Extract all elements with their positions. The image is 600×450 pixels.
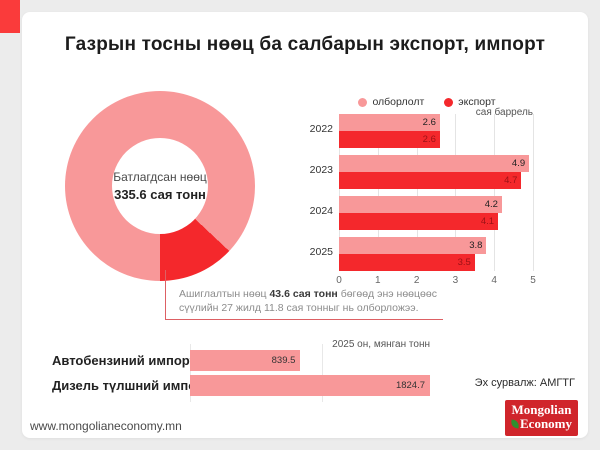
annotation-bold: 43.6 сая тонн (269, 288, 338, 300)
legend-item-export: экспорт (444, 96, 496, 108)
gridline (494, 114, 496, 271)
x-tick-label: 4 (491, 275, 497, 286)
logo-line1: Mongolian (511, 402, 572, 417)
bar-export-2024: 4.1 (339, 213, 499, 230)
import-value-label: 839.5 (271, 355, 296, 366)
category-label-2022: 2022 (309, 123, 333, 135)
legend-label-export: экспорт (458, 96, 496, 108)
import-row: Автобензиний импорт 839.5 (52, 350, 532, 371)
gridline (416, 114, 418, 271)
bar-production-2024: 4.2 (339, 196, 502, 213)
export-chart-plot: 0 1 2 3 4 5 2022 2.6 2.6 2023 4.9 4.7 2024 4.2 4.1 2025… (310, 114, 536, 286)
x-tick-label: 0 (336, 275, 342, 286)
legend-item-production: олборлолт (358, 96, 424, 108)
donut-center: Батлагдсан нөөц 335.6 сая тонн (112, 138, 208, 234)
bar-export-2022: 2.6 (339, 131, 440, 148)
bar-export-2023: 4.7 (339, 172, 522, 189)
chart-legend: олборлолт экспорт (317, 96, 537, 108)
page-title: Газрын тосны нөөц ба салбарын экспорт, и… (64, 34, 546, 55)
annotation-pre: Ашиглалтын нөөц (179, 288, 270, 300)
import-category-label: Дизель түлшний импорт (52, 378, 211, 393)
x-tick-label: 3 (452, 275, 459, 286)
category-label-2025: 2025 (309, 246, 333, 258)
donut-center-label: Батлагдсан нөөц (113, 170, 207, 184)
footer-url: www.mongolianeconomy.mn (30, 419, 182, 433)
bar-value-label: 2.6 (422, 134, 436, 145)
gridline (339, 114, 340, 271)
annotation-post: бөгөөд энэ нөөцөөс сүүлийн 27 жилд 11.8 … (179, 288, 437, 314)
import-bar: 1824.7 (190, 375, 430, 396)
logo-line2: Economy (520, 416, 572, 431)
x-tick-label: 5 (530, 275, 536, 286)
bar-value-label: 3.8 (469, 240, 483, 251)
bar-production-2025: 3.8 (339, 237, 487, 254)
import-chart: Автобензиний импорт 839.5 Дизель түлшний и… (52, 344, 532, 402)
source-label: Эх сурвалж: АМГТГ (474, 377, 575, 389)
import-gridline (190, 344, 191, 402)
bar-value-label: 4.2 (484, 199, 498, 210)
annotation-text: Ашиглалтын нөөц 43.6 сая тонн бөгөөд энэ… (179, 287, 437, 315)
bar-production-2023: 4.9 (339, 155, 530, 172)
bar-value-label: 4.9 (511, 158, 526, 169)
annotation-note: Ашиглалтын нөөц 43.6 сая тонн бөгөөд энэ… (165, 270, 443, 320)
import-gridline (322, 344, 323, 402)
reserves-donut: Батлагдсан нөөц 335.6 сая тонн (65, 91, 255, 281)
leaf-icon (510, 419, 520, 429)
bar-export-2025: 3.5 (339, 254, 475, 271)
import-bar: 839.5 (190, 350, 301, 371)
bar-production-2022: 2.6 (339, 114, 440, 131)
x-tick-label: 1 (375, 275, 381, 286)
gridline (533, 114, 534, 271)
category-label-2024: 2024 (309, 205, 333, 217)
category-label-2023: 2023 (309, 164, 333, 176)
bar-value-label: 4.7 (504, 175, 518, 186)
x-tick-label: 2 (413, 275, 420, 286)
import-chart-title: 2025 он, мянган тонн (332, 339, 430, 350)
bar-value-label: 3.5 (457, 257, 471, 268)
logo: Mongolian Economy (505, 400, 578, 436)
legend-label-production: олборлолт (372, 96, 425, 108)
gridline (377, 114, 379, 271)
import-row: Дизель түлшний импорт 1824.7 (52, 375, 532, 396)
corner-accent (0, 0, 20, 33)
axis-unit-label: сая баррель (475, 107, 533, 118)
bar-value-label: 2.6 (422, 117, 436, 128)
logo-line2-wrap: Economy (505, 417, 578, 431)
legend-dot-production-icon (358, 97, 368, 107)
bar-value-label: 4.1 (480, 216, 495, 227)
import-category-label: Автобензиний импорт (52, 353, 196, 368)
import-value-label: 1824.7 (395, 380, 425, 391)
legend-dot-export-icon (444, 97, 454, 107)
card: Газрын тосны нөөц ба салбарын экспорт, и… (22, 12, 588, 438)
donut-center-value: 335.6 сая тонн (114, 187, 206, 202)
gridline (455, 114, 457, 271)
